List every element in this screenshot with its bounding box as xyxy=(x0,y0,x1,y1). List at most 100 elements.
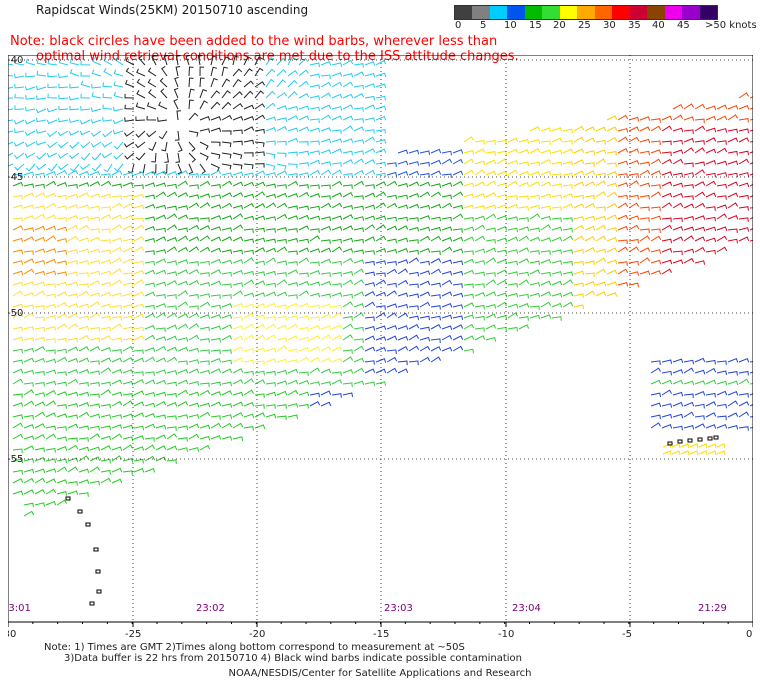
wind-barb xyxy=(364,159,376,165)
wind-barb xyxy=(661,202,673,209)
wind-barb xyxy=(716,370,727,376)
wind-barb xyxy=(342,257,354,264)
wind-barb xyxy=(628,136,640,143)
wind-barb xyxy=(144,216,156,222)
wind-barb xyxy=(441,216,452,222)
wind-barb xyxy=(135,102,146,110)
wind-barb xyxy=(485,213,497,220)
wind-barb xyxy=(397,216,408,222)
wind-barb xyxy=(320,325,332,331)
wind-barb xyxy=(276,213,288,220)
wind-barb xyxy=(452,158,464,165)
wind-barb xyxy=(738,150,749,156)
wind-barb xyxy=(452,270,464,276)
wind-barb xyxy=(199,173,210,179)
wind-barb xyxy=(364,381,376,387)
wind-barb xyxy=(243,426,254,431)
wind-barb xyxy=(177,205,189,210)
wind-barb xyxy=(243,334,255,341)
wind-barb xyxy=(617,173,628,178)
wind-barb xyxy=(67,437,78,443)
wind-barb xyxy=(716,160,728,166)
wind-barb xyxy=(47,83,58,89)
wind-barb xyxy=(67,235,79,242)
wind-barb xyxy=(331,312,343,319)
wind-barb xyxy=(320,202,332,209)
wind-barb xyxy=(320,313,332,319)
wind-barb xyxy=(8,130,14,133)
wind-barb xyxy=(8,97,14,99)
wind-barb xyxy=(397,303,409,309)
wind-barb xyxy=(309,381,321,386)
wind-barb xyxy=(419,356,431,363)
colorbar-label: 5 xyxy=(480,20,487,31)
wind-barb xyxy=(540,215,552,221)
wind-barb xyxy=(133,401,145,407)
wind-barb xyxy=(12,414,24,419)
wind-barb xyxy=(595,191,607,198)
wind-barb xyxy=(89,403,101,409)
wind-barb xyxy=(34,447,45,453)
wind-barb xyxy=(716,104,728,110)
wind-barb xyxy=(287,205,298,210)
wind-barb xyxy=(56,413,68,418)
wind-barb xyxy=(309,118,320,123)
colorbar-label: 40 xyxy=(652,20,665,31)
wind-barb xyxy=(584,181,596,187)
wind-barb xyxy=(133,371,144,376)
wind-barb xyxy=(606,162,617,167)
wind-barb xyxy=(584,126,596,132)
wind-barb xyxy=(78,357,90,363)
wind-barb xyxy=(353,357,365,363)
wind-barb xyxy=(23,382,34,387)
wind-barb xyxy=(177,214,189,220)
wind-barb xyxy=(683,393,694,399)
wind-barb xyxy=(716,183,727,189)
wind-barb xyxy=(133,335,145,341)
wind-barb xyxy=(166,205,177,211)
wind-barb xyxy=(386,261,397,266)
wind-barb xyxy=(210,215,222,220)
wind-barb xyxy=(584,260,595,266)
wind-barb xyxy=(147,67,157,77)
wind-barb xyxy=(210,141,221,147)
wind-barb xyxy=(12,378,24,385)
wind-barb xyxy=(166,280,178,286)
wind-barb xyxy=(441,325,453,331)
wind-barb xyxy=(92,57,102,66)
longitude-label: -5 xyxy=(622,629,632,640)
wind-barb xyxy=(12,433,24,440)
wind-barb xyxy=(254,280,266,286)
wind-barb xyxy=(562,271,574,277)
wind-barb xyxy=(320,381,332,386)
wind-barb xyxy=(452,213,464,220)
wind-barb xyxy=(540,301,552,308)
colorbar-swatch xyxy=(612,6,630,19)
wind-barb xyxy=(738,158,750,165)
wind-barb xyxy=(276,92,288,99)
wind-barb xyxy=(309,346,321,352)
wind-barb xyxy=(342,150,353,156)
wind-barb xyxy=(419,235,431,242)
wind-barb xyxy=(551,127,563,132)
wind-barb xyxy=(287,228,298,233)
wind-barb xyxy=(353,195,364,200)
wind-barb xyxy=(56,260,67,266)
wind-barb xyxy=(232,259,244,264)
wind-barb xyxy=(166,191,178,198)
wind-barb xyxy=(89,236,101,242)
wind-barb xyxy=(122,303,134,309)
wind-barb xyxy=(122,315,133,321)
wind-barb xyxy=(705,105,717,111)
wind-barb xyxy=(738,137,750,143)
wind-barb xyxy=(221,335,233,341)
wind-barb xyxy=(12,281,24,287)
wind-barb xyxy=(650,414,661,420)
wind-barb xyxy=(529,161,540,167)
wind-barb xyxy=(364,335,376,341)
wind-barb xyxy=(672,182,684,188)
wind-barb xyxy=(386,335,398,341)
wind-barb xyxy=(56,356,68,363)
wind-barb xyxy=(133,217,144,223)
wind-barb xyxy=(45,448,56,453)
